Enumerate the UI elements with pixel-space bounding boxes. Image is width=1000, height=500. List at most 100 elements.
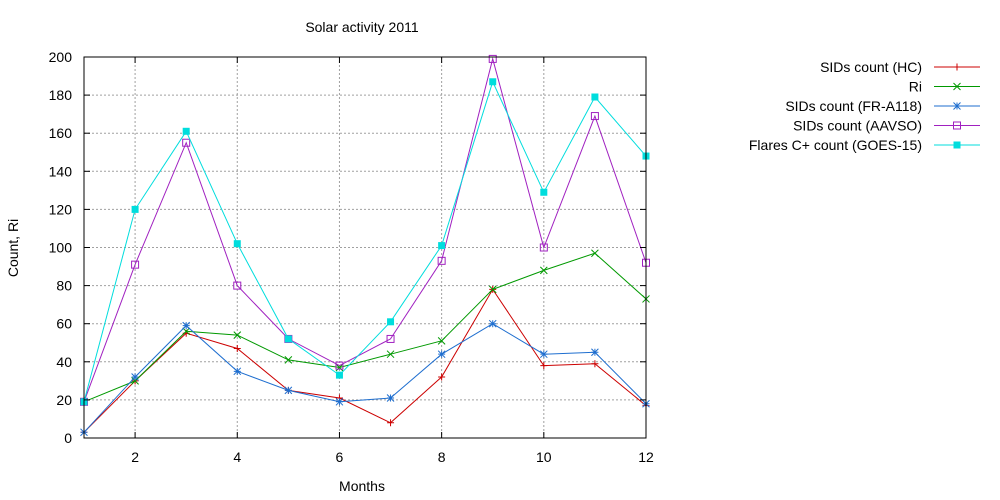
y-tick-label: 180 [49,87,73,103]
marker-shape [591,93,599,101]
data-point [591,249,599,258]
marker-stroke [591,249,599,258]
data-point [488,319,497,328]
y-tick-label: 120 [49,201,73,217]
marker-shape [387,318,395,326]
marker-shape [335,361,344,370]
x-tick-label: 6 [336,449,344,465]
marker-stroke [437,350,446,359]
data-point [233,331,242,339]
data-point [233,281,242,290]
y-tick-label: 100 [49,240,73,256]
axis-ticks: 0 20 40 60 80 100 120 140 160 180 200 2 4 6 8 10 12 [49,49,654,465]
data-point [284,386,293,395]
marker-stroke [386,350,395,359]
y-tick-label: 40 [56,354,72,370]
marker-stroke [488,319,497,328]
grid [84,57,646,438]
legend-marker [953,102,961,110]
marker-shape [437,256,446,265]
marker-stroke [387,419,395,427]
marker-shape [284,335,292,343]
plot-series [80,54,650,437]
data-point [386,394,395,402]
series-line [83,323,647,433]
marker-stroke [182,327,191,336]
x-tick-label: 10 [536,449,552,465]
marker-stroke [953,102,961,110]
legend-label: SIDs count (AAVSO) [793,118,922,134]
marker-stroke [386,394,395,402]
legend-label: SIDs count (HC) [820,59,922,75]
marker-stroke [540,362,548,370]
legend-marker [953,121,961,130]
data-point [131,205,139,213]
data-point [437,350,446,359]
marker-shape [182,138,191,147]
data-point [540,188,548,196]
data-point [386,350,395,359]
x-tick-label: 12 [638,449,654,465]
x-tick-label: 2 [131,449,139,465]
data-point [335,371,343,379]
data-point [539,350,548,359]
marker-stroke [591,348,599,357]
series-line [83,80,647,402]
data-point [335,361,344,370]
legend-marker [953,63,961,71]
data-point [489,78,497,86]
data-point [335,363,344,372]
marker-stroke [438,373,446,381]
data-point [591,348,599,357]
series-line [83,56,647,402]
marker-stroke [233,344,241,352]
marker-shape [386,334,395,343]
y-tick-label: 200 [49,49,73,65]
data-point [284,356,293,364]
chart-title: Solar activity 2011 [305,19,419,35]
marker-stroke [131,376,139,385]
legend-marker [953,141,961,149]
x-tick-label: 8 [438,449,446,465]
marker-stroke [284,356,293,364]
marker-stroke [539,350,548,359]
marker-stroke [953,82,961,91]
marker-shape [438,242,446,250]
y-tick-label: 80 [56,278,72,294]
y-tick-label: 160 [49,125,73,141]
marker-stroke [233,367,242,376]
series-3 [80,319,650,437]
legend-entry-1: SIDs count (HC) [820,59,980,75]
marker-shape [953,121,961,130]
data-point [131,376,139,385]
marker-stroke [335,363,344,372]
data-point [335,397,344,406]
series-line [83,288,647,433]
legend-entry-5: Flares C+ count (GOES-15) [749,137,980,153]
y-tick-label: 60 [56,316,72,332]
data-point [233,344,241,352]
data-point [182,327,191,336]
data-point [438,242,446,250]
marker-stroke [488,285,497,294]
marker-shape [233,240,241,248]
legend-marker [953,82,961,91]
data-point [437,336,446,345]
data-point [591,93,599,101]
data-point [590,112,599,121]
data-point [131,260,140,269]
series-2 [80,249,650,406]
marker-shape [182,127,190,135]
data-point [540,362,548,370]
marker-stroke [437,336,446,345]
x-axis-label: Months [339,478,385,494]
marker-stroke [182,321,191,330]
series-4 [80,54,650,406]
data-point [386,334,395,343]
data-point [488,54,497,63]
marker-shape [489,78,497,86]
legend: SIDs count (HC) Ri SIDs count (FR-A118) SID… [749,59,980,153]
data-point [131,373,139,381]
marker-stroke [335,397,344,406]
